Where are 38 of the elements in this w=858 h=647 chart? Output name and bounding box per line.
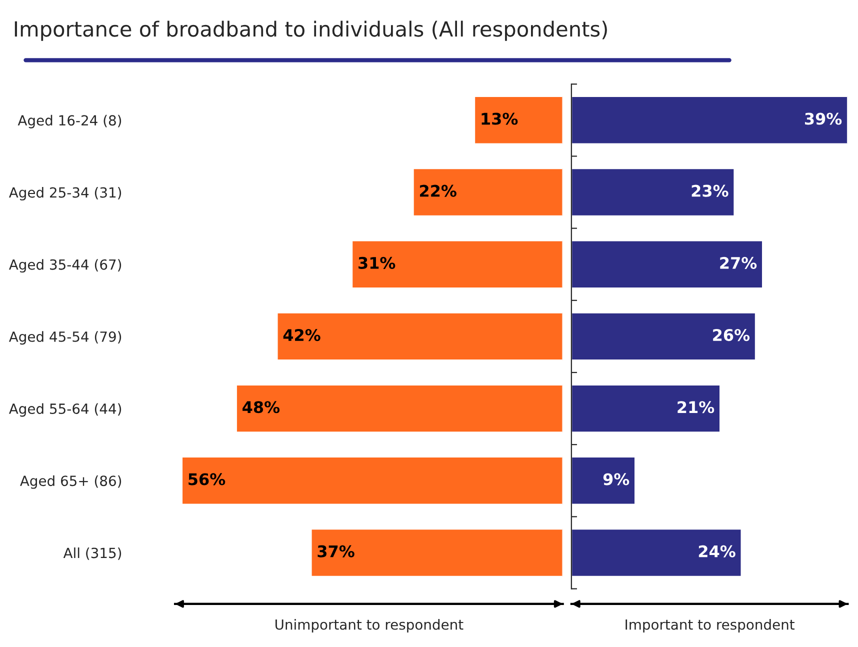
bar xyxy=(236,384,563,434)
data-label: 42% xyxy=(283,328,320,342)
data-label: 37% xyxy=(318,545,354,558)
y-tick-label: Aged 65+ (86) xyxy=(20,475,122,489)
y-tick-label: Aged 55-64 (44) xyxy=(8,403,122,417)
data-label: 56% xyxy=(188,473,226,486)
bar xyxy=(571,384,721,434)
chart-title: Importance of broadband to individuals (All respondents) xyxy=(14,20,607,41)
data-label: 24% xyxy=(698,545,736,558)
data-label: 21% xyxy=(678,401,714,414)
data-label: 48% xyxy=(242,401,280,414)
text: Important to respondent xyxy=(626,619,794,632)
y-tick-label: All (315) xyxy=(63,547,122,560)
bar xyxy=(276,312,563,361)
bar xyxy=(351,240,563,289)
y-tick-label: Aged 16-24 (8) xyxy=(18,114,122,128)
bar xyxy=(571,168,736,217)
y-tick-label: Aged 35-44 (67) xyxy=(8,259,122,273)
data-label: 9% xyxy=(603,473,630,486)
bar xyxy=(181,456,563,506)
data-label: 27% xyxy=(720,256,757,269)
bar xyxy=(474,96,563,145)
data-label: 23% xyxy=(692,184,728,197)
bar xyxy=(571,528,742,578)
bar xyxy=(571,456,636,506)
data-label: 39% xyxy=(804,112,842,125)
y-tick-label: Aged 25-34 (31) xyxy=(8,186,122,200)
data-label: 31% xyxy=(358,256,396,269)
text: Unimportant to respondent xyxy=(276,619,464,632)
data-label: 13% xyxy=(482,112,518,125)
data-label: 26% xyxy=(713,328,750,342)
y-tick-label: Aged 45-54 (79) xyxy=(8,331,122,345)
bar xyxy=(412,168,563,217)
bar xyxy=(571,96,848,145)
data-label: 22% xyxy=(420,184,456,197)
bar xyxy=(571,312,756,361)
bar xyxy=(310,528,563,578)
bar xyxy=(571,240,764,289)
